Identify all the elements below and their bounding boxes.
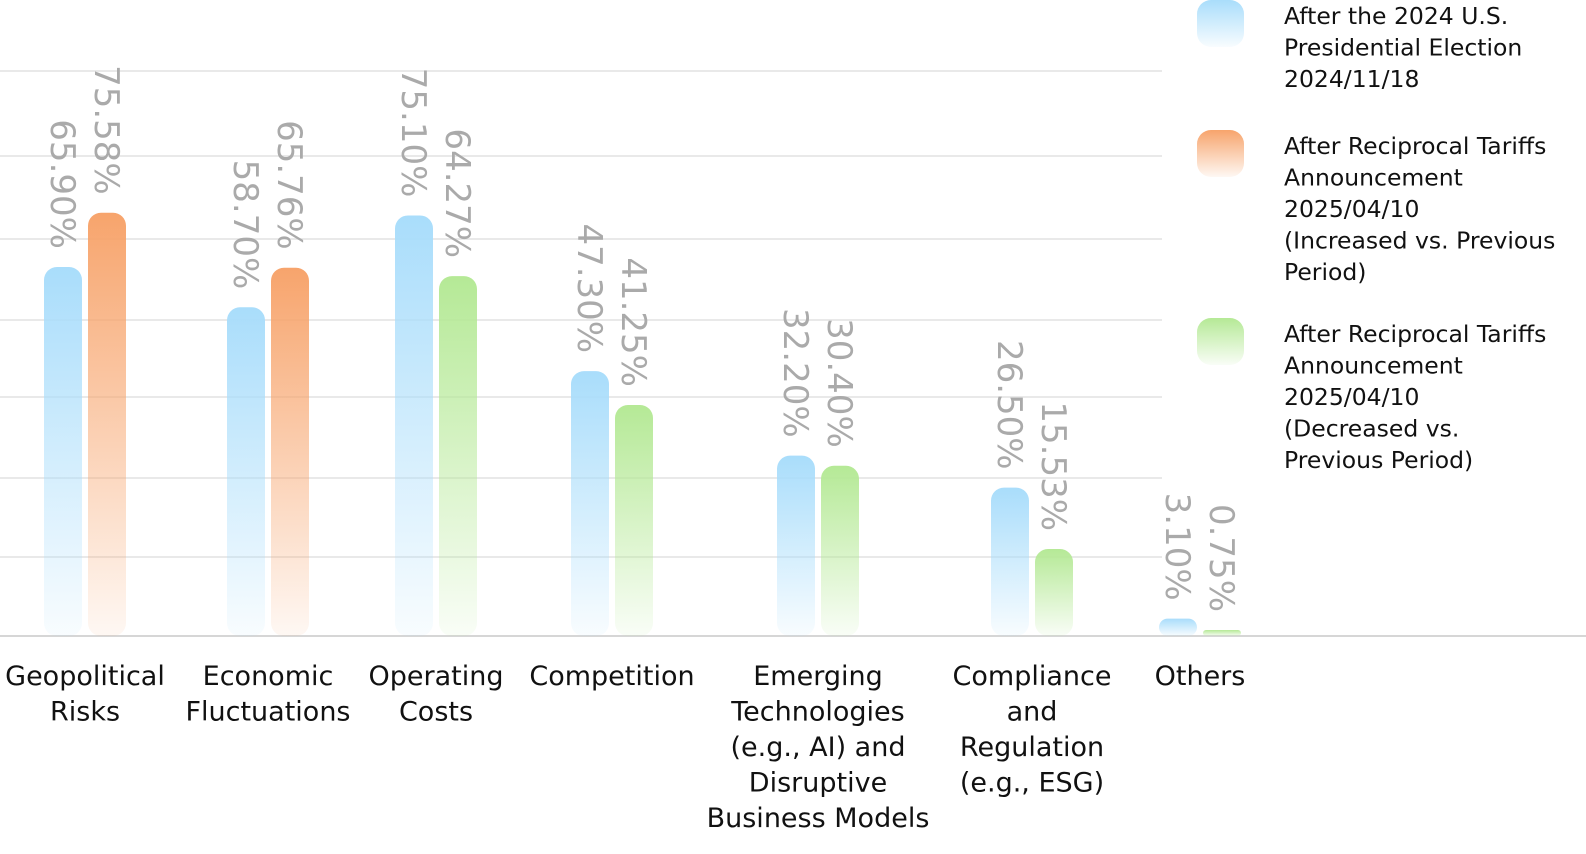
value-labels: 65.90% 75.58% 58.70% 65.76% 75.10% 64.27% 47.3… [42, 65, 1241, 612]
bar-6-2 [1035, 549, 1073, 636]
value-label: 26.50% [989, 340, 1029, 470]
bar-6-1 [991, 487, 1029, 636]
value-label: 58.70% [225, 160, 265, 290]
legend-label: After Reciprocal Tariffs Announcement 2025… [1284, 132, 1555, 286]
bar-7-1 [1159, 618, 1197, 636]
bar-7-2 [1203, 630, 1241, 636]
value-label: 75.10% [393, 68, 433, 198]
bar-1-1 [44, 266, 82, 636]
legend-item-1: After the 2024 U.S. Presidential Election… [1197, 0, 1522, 93]
category-label: Geopolitical Risks [5, 661, 165, 728]
value-label: 65.90% [42, 119, 82, 249]
legend-item-2: After Reciprocal Tariffs Announcement 2025… [1197, 130, 1555, 286]
bar-2-2 [271, 267, 309, 636]
category-label: Others [1155, 661, 1246, 692]
value-label: 47.30% [569, 223, 609, 353]
bar-5-2 [821, 465, 859, 636]
legend-swatch [1197, 130, 1244, 177]
value-label: 32.20% [775, 308, 815, 438]
value-label: 41.25% [613, 257, 653, 387]
bar-3-1 [395, 215, 433, 636]
legend: After the 2024 U.S. Presidential Election… [1197, 0, 1555, 474]
value-label: 0.75% [1201, 504, 1241, 612]
legend-label: After Reciprocal Tariffs Announcement 2025… [1284, 320, 1546, 474]
value-label: 64.27% [437, 128, 477, 258]
legend-swatch [1197, 318, 1244, 365]
value-label: 75.58% [86, 65, 126, 195]
category-label: Compliance and Regulation (e.g., ESG) [953, 661, 1112, 799]
bar-3-2 [439, 276, 477, 636]
category-label: Economic Fluctuations [185, 661, 350, 728]
value-label: 3.10% [1157, 493, 1197, 601]
bar-1-2 [88, 212, 126, 636]
bar-2-1 [227, 307, 265, 636]
legend-item-3: After Reciprocal Tariffs Announcement 2025… [1197, 318, 1546, 474]
bar-4-2 [615, 405, 653, 636]
value-label: 65.76% [269, 120, 309, 250]
category-label: Competition [529, 661, 694, 692]
category-labels: Geopolitical Risks Economic Fluctuations Ope… [5, 661, 1245, 834]
category-label: Operating Costs [369, 661, 504, 728]
legend-label: After the 2024 U.S. Presidential Election… [1284, 2, 1522, 93]
bar-5-1 [777, 455, 815, 636]
bar-4-1 [571, 371, 609, 636]
bars [44, 212, 1241, 636]
value-label: 30.40% [819, 318, 859, 448]
category-label: Emerging Technologies (e.g., AI) and Disrup… [707, 661, 930, 834]
legend-swatch [1197, 0, 1244, 47]
value-label: 15.53% [1033, 401, 1073, 531]
